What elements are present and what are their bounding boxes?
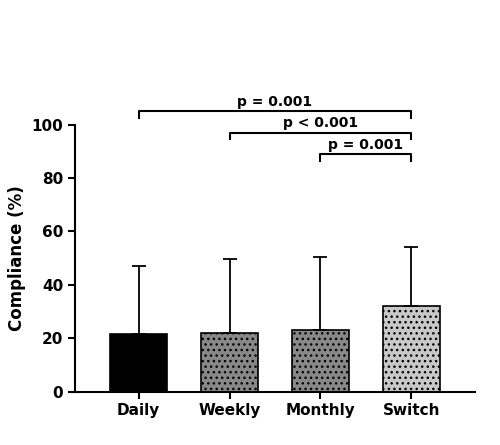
Text: p = 0.001: p = 0.001 bbox=[238, 95, 312, 109]
Y-axis label: Compliance (%): Compliance (%) bbox=[8, 185, 26, 331]
Bar bbox=[202, 333, 258, 392]
Bar bbox=[292, 330, 348, 392]
Text: p < 0.001: p < 0.001 bbox=[283, 117, 358, 130]
Bar bbox=[383, 306, 440, 392]
Text: p = 0.001: p = 0.001 bbox=[328, 138, 404, 152]
Bar bbox=[110, 334, 167, 392]
